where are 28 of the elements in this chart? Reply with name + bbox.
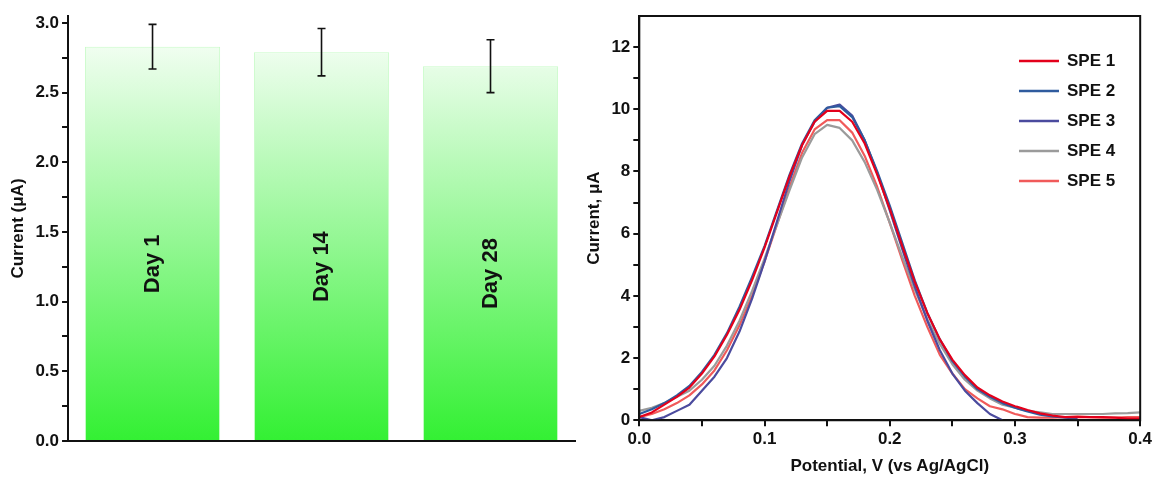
legend-label: SPE 4 (1066, 140, 1116, 160)
legend-label: SPE 2 (1066, 80, 1116, 100)
legend-label: SPE 1 (1066, 50, 1116, 70)
y-tick-label: 10 (611, 98, 631, 118)
x-tick-label: Day 14 (307, 230, 333, 303)
x-axis-title: Potential, V (vs Ag/AgCl) (790, 456, 990, 476)
x-tick-label: 0.3 (1003, 429, 1027, 449)
y-axis-title: Current (μA) (7, 178, 27, 279)
y-tick-label: 2.0 (35, 152, 60, 171)
y-tick-label: 0 (620, 409, 631, 429)
x-tick-label: Day 28 (476, 238, 502, 310)
x-tick-label: 0.1 (752, 429, 777, 449)
y-tick-label: 1.0 (35, 291, 60, 311)
x-tick-label: 0.2 (877, 429, 902, 449)
x-tick-label: Day 1 (138, 234, 164, 294)
y-tick-label: 8 (620, 161, 631, 181)
legend-label: SPE 3 (1066, 110, 1116, 130)
y-tick-label: 12 (611, 36, 631, 56)
x-tick-label: 0.4 (1128, 429, 1153, 449)
legend-label: SPE 5 (1066, 170, 1116, 190)
y-tick-label: 4 (620, 285, 631, 305)
y-axis-title: Current, μA (583, 171, 603, 265)
y-tick-label: 3.0 (35, 12, 60, 32)
y-tick-label: 1.5 (35, 221, 60, 241)
y-tick-label: 6 (620, 223, 631, 243)
y-tick-label: 0.5 (35, 361, 60, 381)
y-tick-label: 2 (620, 347, 631, 367)
y-tick-label: 2.5 (35, 82, 60, 102)
